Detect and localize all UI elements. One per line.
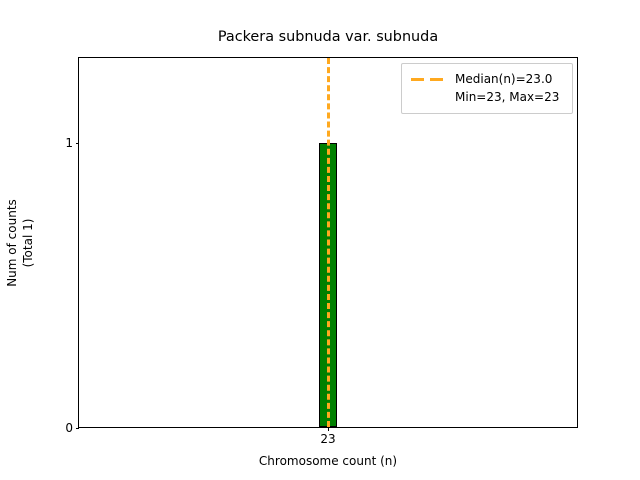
legend-label-minmax: Min=23, Max=23 (455, 90, 560, 104)
chart-title: Packera subnuda var. subnuda (217, 29, 439, 45)
plot-area (79, 58, 577, 427)
y-tick-mark-1 (75, 143, 79, 145)
legend: Median(n)=23.0 Min=23, Max=23 (401, 63, 573, 114)
plot-axes: 0 1 23 Median(n)=23.0 Min=23, Max=23 (65, 57, 578, 445)
median-line (326, 58, 330, 427)
y-tick-label-0: 0 (65, 421, 73, 435)
legend-label-median: Median(n)=23.0 (455, 72, 553, 86)
legend-entry-median: Median(n)=23.0 (410, 70, 564, 88)
legend-entry-minmax: Min=23, Max=23 (410, 88, 564, 106)
y-axis-label: Num of counts (Total 1) (0, 57, 40, 428)
x-tick-mark-23 (327, 427, 329, 431)
dashed-line-icon (410, 73, 446, 85)
x-tick-label-23: 23 (320, 432, 336, 446)
y-tick-label-1: 1 (65, 136, 73, 150)
x-axis-label: Chromosome count (n) (258, 454, 398, 468)
y-tick-mark-0 (75, 427, 79, 429)
y-axis-label-line2: (Total 1) (21, 218, 35, 267)
y-axis-label-line1: Num of counts (4, 198, 19, 287)
